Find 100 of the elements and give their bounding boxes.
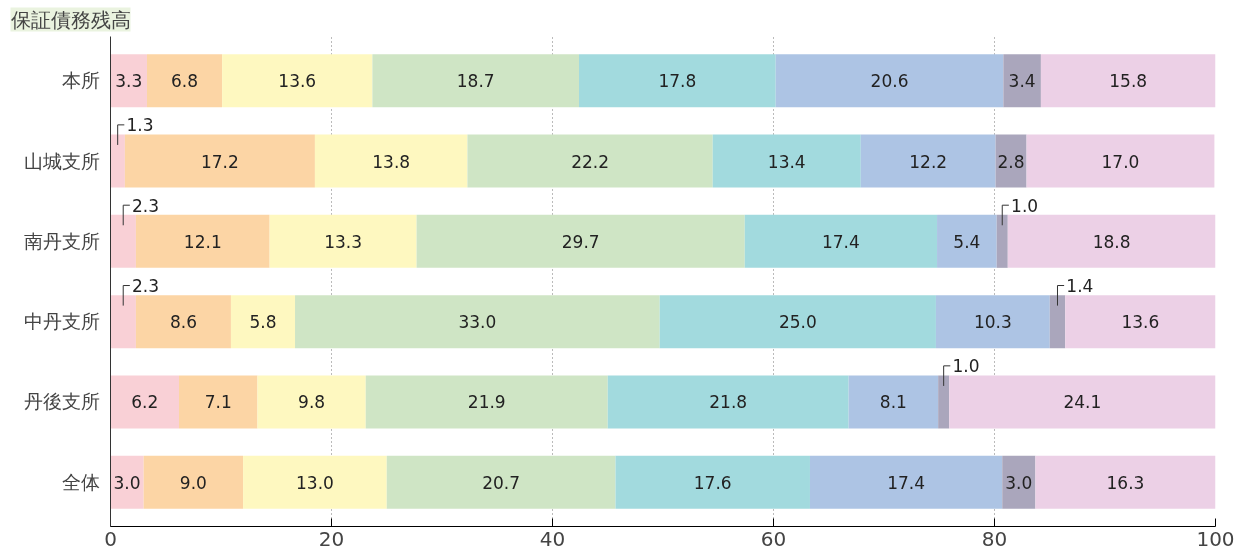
bar — [110, 54, 147, 108]
data-label: 3.4 — [1008, 71, 1036, 92]
data-label: 24.1 — [1063, 392, 1102, 413]
x-tick-label: 40 — [539, 526, 566, 551]
bar — [860, 134, 996, 188]
bar — [1007, 214, 1216, 268]
bar — [146, 54, 223, 108]
data-label: 1.3 — [126, 115, 154, 136]
data-label: 18.7 — [456, 71, 495, 92]
bar — [295, 295, 660, 349]
data-label: 13.0 — [296, 472, 334, 493]
bar — [1049, 295, 1066, 349]
data-label: 16.3 — [1106, 472, 1145, 493]
data-label: 6.2 — [131, 392, 159, 413]
data-label: 17.0 — [1101, 151, 1140, 172]
data-label: 25.0 — [778, 312, 817, 333]
data-label: 33.0 — [458, 312, 497, 333]
data-label: 5.4 — [953, 231, 981, 252]
chart-title: 保証債務残高 — [10, 7, 131, 32]
x-tick-label: 60 — [760, 526, 787, 551]
data-label: 17.4 — [821, 231, 860, 252]
bar — [659, 295, 936, 349]
bar — [135, 214, 270, 268]
data-label: 12.2 — [909, 151, 948, 172]
data-label: 1.0 — [1011, 195, 1039, 216]
bar — [615, 455, 810, 509]
bar — [744, 214, 938, 268]
y-tick-label: 南丹支所 — [23, 230, 100, 252]
bar — [230, 295, 296, 349]
data-label: 17.6 — [693, 472, 732, 493]
bar — [1065, 295, 1216, 349]
data-label: 17.2 — [200, 151, 239, 172]
data-label: 3.3 — [115, 71, 143, 92]
data-label: 21.8 — [709, 392, 748, 413]
data-label: 2.3 — [132, 195, 160, 216]
bar — [386, 455, 616, 509]
data-label: 2.3 — [132, 276, 160, 297]
y-tick-label: 丹後支所 — [23, 391, 100, 413]
bar — [222, 54, 373, 108]
bar — [1035, 455, 1216, 509]
data-label: 7.1 — [204, 392, 232, 413]
data-label: 3.0 — [113, 472, 141, 493]
data-label: 13.3 — [324, 231, 363, 252]
data-label: 9.0 — [179, 472, 207, 493]
bar — [848, 375, 939, 429]
bar — [1003, 54, 1041, 108]
data-label: 1.0 — [952, 356, 980, 377]
data-label: 10.3 — [973, 312, 1012, 333]
data-label: 3.0 — [1005, 472, 1033, 493]
bar — [579, 54, 776, 108]
data-label: 6.8 — [171, 71, 199, 92]
bar — [949, 375, 1216, 429]
y-tick-label: 中丹支所 — [23, 311, 100, 333]
bar — [365, 375, 608, 429]
y-tick-label: 本所 — [61, 70, 100, 92]
data-label: 17.8 — [658, 71, 697, 92]
data-label: 13.4 — [767, 151, 806, 172]
bar — [809, 455, 1003, 509]
data-label: 21.9 — [467, 392, 506, 413]
bar — [269, 214, 417, 268]
x-tick-label: 20 — [318, 526, 345, 551]
data-label: 12.1 — [183, 231, 222, 252]
x-tick-label: 0 — [104, 526, 117, 551]
bar — [995, 134, 1027, 188]
data-label: 29.7 — [561, 231, 600, 252]
bar — [935, 295, 1050, 349]
bar — [143, 455, 244, 509]
bar — [110, 134, 125, 188]
x-tick-label: 80 — [981, 526, 1008, 551]
data-label: 1.4 — [1066, 276, 1094, 297]
bar — [1040, 54, 1216, 108]
data-label: 22.2 — [571, 151, 609, 172]
bar — [179, 375, 258, 429]
data-label: 13.6 — [1121, 312, 1160, 333]
bar — [467, 134, 713, 188]
data-label: 18.8 — [1092, 231, 1131, 252]
bar — [607, 375, 849, 429]
data-label: 8.6 — [169, 312, 197, 333]
bar — [1026, 134, 1215, 188]
bar — [110, 375, 180, 429]
data-label: 8.1 — [879, 392, 907, 413]
x-tick-label: 100 — [1196, 526, 1235, 551]
bar — [314, 134, 468, 188]
bar — [110, 295, 136, 349]
bar — [372, 54, 580, 108]
data-label: 20.6 — [870, 71, 909, 92]
bar — [1002, 455, 1036, 509]
bar — [110, 455, 144, 509]
bar — [938, 375, 950, 429]
bar — [937, 214, 997, 268]
data-label: 13.8 — [372, 151, 411, 172]
y-tick-label: 全体 — [61, 471, 100, 493]
bar — [996, 214, 1008, 268]
bar — [416, 214, 745, 268]
data-label: 5.8 — [249, 312, 277, 333]
bar — [257, 375, 366, 429]
bar — [712, 134, 861, 188]
data-label: 20.7 — [482, 472, 521, 493]
y-tick-label: 山城支所 — [23, 150, 100, 172]
bar — [135, 295, 231, 349]
